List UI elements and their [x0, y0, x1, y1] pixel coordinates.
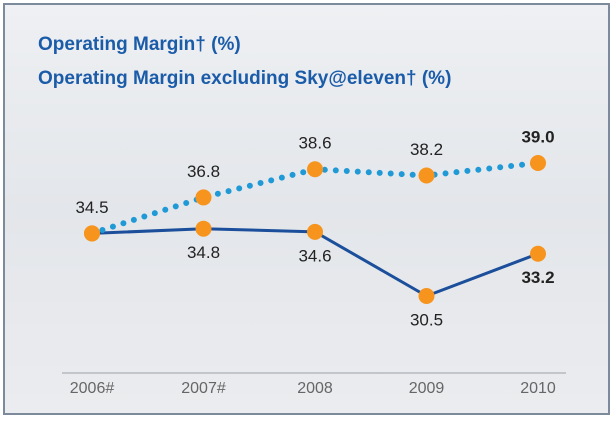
chart: Operating Margin† (%) Operating Margin e… — [0, 0, 614, 421]
data-point — [530, 155, 546, 171]
data-point — [307, 224, 323, 240]
chart-title: Operating Margin† (%) — [38, 34, 241, 55]
x-tick-label: 2008 — [297, 380, 333, 397]
data-point — [84, 225, 100, 241]
x-tick-label: 2010 — [520, 380, 556, 397]
page: Operating Margin† (%) Operating Margin e… — [0, 0, 614, 426]
x-tick-label: 2009 — [409, 380, 445, 397]
data-label: 36.8 — [187, 162, 220, 181]
data-point — [530, 246, 546, 262]
data-point — [419, 168, 435, 184]
x-tick-label: 2006# — [70, 380, 115, 397]
x-tick-label: 2007# — [181, 380, 226, 397]
data-point — [307, 161, 323, 177]
data-label: 39.0 — [521, 127, 554, 146]
data-label: 30.5 — [410, 310, 443, 329]
data-label: 34.5 — [75, 198, 108, 217]
data-label: 38.6 — [298, 134, 331, 153]
chart-subtitle: Operating Margin excluding Sky@eleven† (… — [38, 68, 451, 89]
data-label: 33.2 — [521, 268, 554, 287]
data-point — [196, 189, 212, 205]
data-point — [196, 221, 212, 237]
data-label: 38.2 — [410, 140, 443, 159]
data-label: 34.8 — [187, 243, 220, 262]
data-label: 34.6 — [298, 246, 331, 265]
data-point — [419, 288, 435, 304]
